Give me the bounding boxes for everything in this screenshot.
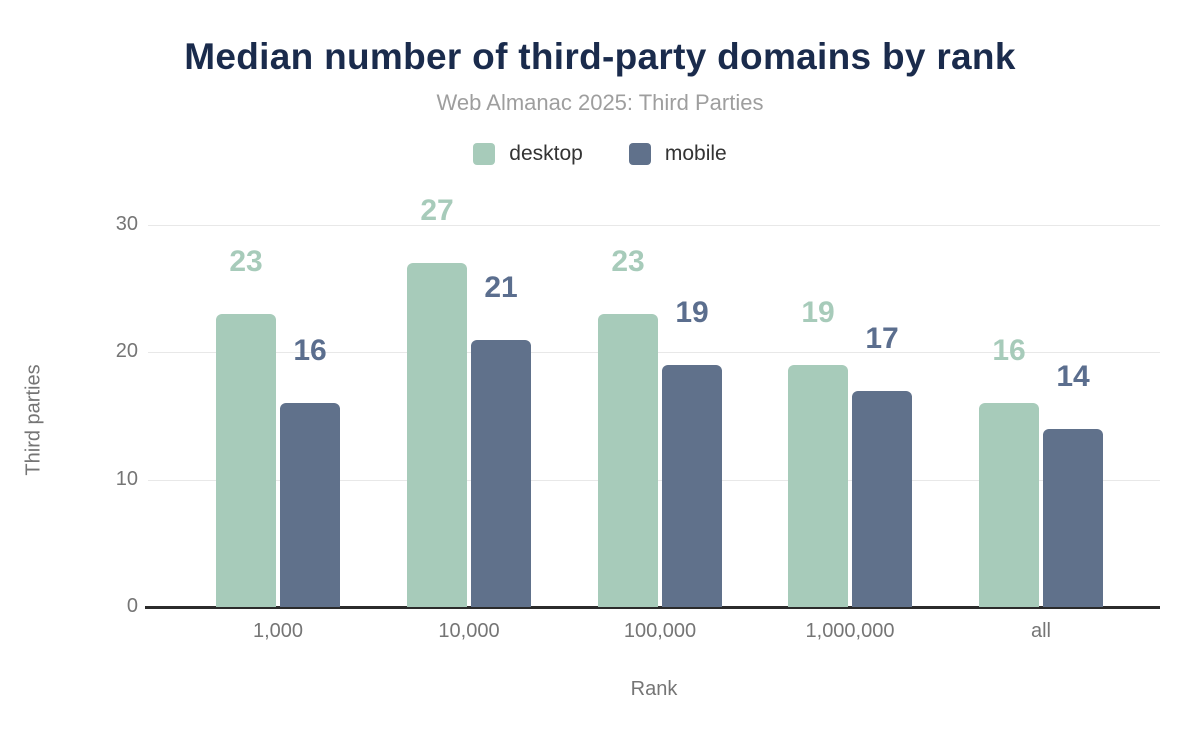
bar-desktop-10000[interactable] <box>407 263 467 607</box>
legend-label-mobile: mobile <box>664 142 727 165</box>
desktop-legend-swatch-icon <box>473 143 496 165</box>
value-label-mobile-100000: 19 <box>675 296 709 329</box>
y-axis-title: Third parties <box>22 364 45 476</box>
y-tick-label-20: 20 <box>115 340 138 363</box>
value-label-desktop-1000000: 19 <box>801 296 835 329</box>
value-label-desktop-100000: 23 <box>611 245 645 278</box>
gridline-30 <box>148 225 1160 226</box>
x-tick-label-100000: 100,000 <box>623 620 697 642</box>
value-label-mobile-10000: 21 <box>484 271 518 304</box>
x-tick-label-1000000: 1,000,000 <box>805 620 895 642</box>
mobile-legend-swatch-icon <box>628 143 651 165</box>
legend: desktop mobile <box>0 142 1200 166</box>
value-label-desktop-10000: 27 <box>420 194 454 227</box>
y-tick-label-30: 30 <box>115 213 138 236</box>
bar-desktop-1000[interactable] <box>216 314 276 607</box>
x-tick-label-1000: 1,000 <box>252 620 304 642</box>
bar-mobile-1000000[interactable] <box>852 391 912 607</box>
bar-mobile-100000[interactable] <box>662 365 722 607</box>
value-label-mobile-1000: 16 <box>293 334 327 367</box>
y-tick-label-10: 10 <box>115 468 138 491</box>
bar-desktop-all[interactable] <box>979 403 1039 607</box>
bar-desktop-100000[interactable] <box>598 314 658 607</box>
y-tick-label-0: 0 <box>126 595 138 618</box>
bar-mobile-all[interactable] <box>1043 429 1103 607</box>
bar-mobile-1000[interactable] <box>280 403 340 607</box>
value-label-mobile-1000000: 17 <box>865 322 899 355</box>
x-tick-label-10000: 10,000 <box>438 620 500 642</box>
value-label-desktop-all: 16 <box>992 334 1026 367</box>
legend-label-desktop: desktop <box>509 142 583 165</box>
legend-item-desktop: desktop <box>473 142 583 166</box>
value-label-mobile-all: 14 <box>1056 360 1090 393</box>
legend-item-mobile: mobile <box>628 142 727 166</box>
chart-title: Median number of third-party domains by … <box>184 36 1016 77</box>
x-axis-title: Rank <box>630 678 678 700</box>
bar-desktop-1000000[interactable] <box>788 365 848 607</box>
value-label-desktop-1000: 23 <box>229 245 263 278</box>
bar-mobile-10000[interactable] <box>471 340 531 607</box>
x-tick-label-all: all <box>1030 620 1052 642</box>
x-axis-baseline <box>145 606 1160 609</box>
chart-subtitle: Web Almanac 2025: Third Parties <box>436 90 764 115</box>
